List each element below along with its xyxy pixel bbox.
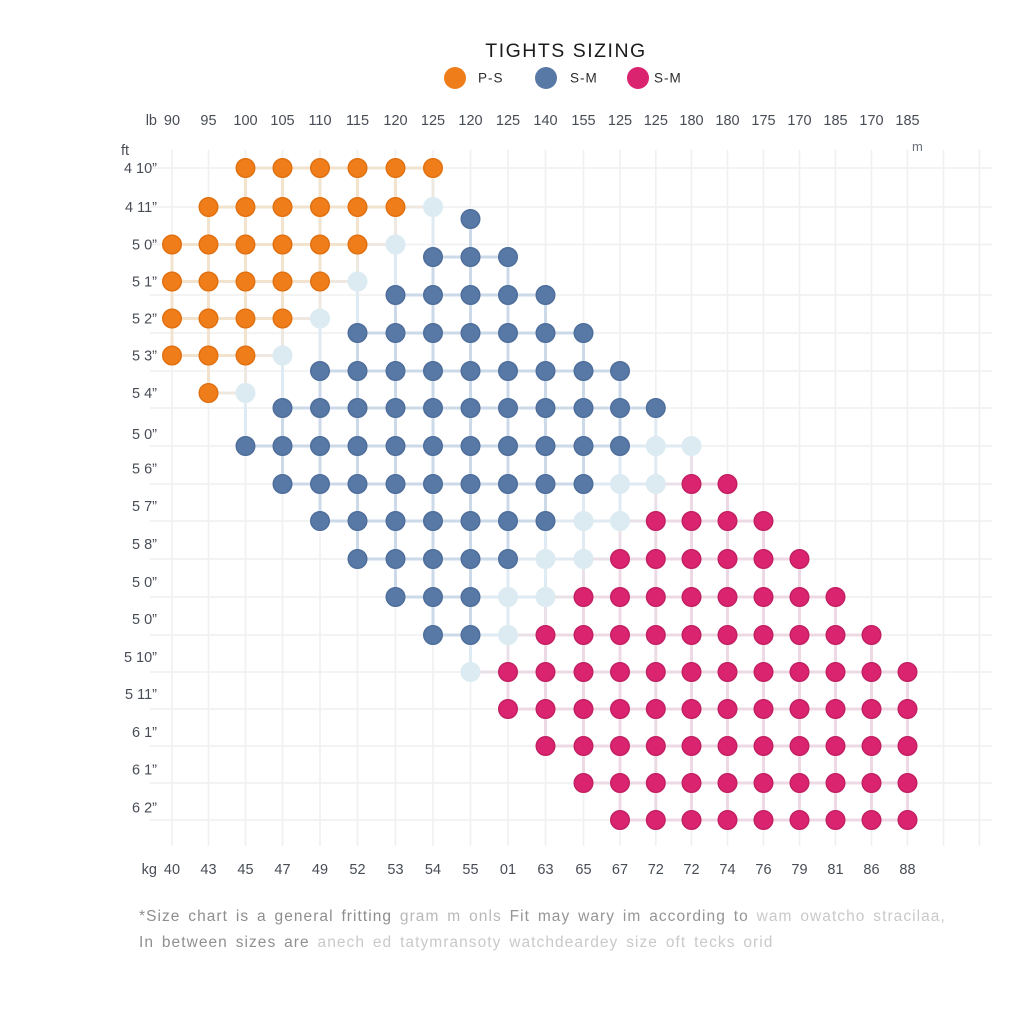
svg-text:180: 180 (715, 113, 739, 129)
svg-text:55: 55 (462, 862, 478, 878)
svg-text:185: 185 (823, 113, 847, 129)
svg-text:TIGHTS SIZING: TIGHTS SIZING (485, 40, 646, 62)
svg-text:88: 88 (899, 862, 915, 878)
svg-text:S-M: S-M (654, 71, 682, 86)
svg-text:140: 140 (533, 113, 557, 129)
svg-text:79: 79 (791, 862, 807, 878)
svg-text:170: 170 (787, 113, 811, 129)
svg-text:115: 115 (346, 113, 369, 129)
svg-text:72: 72 (648, 862, 664, 878)
svg-text:5 10”: 5 10” (124, 650, 157, 666)
svg-text:65: 65 (575, 862, 591, 878)
svg-text:5 2”: 5 2” (132, 312, 157, 328)
svg-text:120: 120 (383, 113, 407, 129)
svg-text:43: 43 (200, 862, 216, 878)
svg-text:*Size chart is a general fritt: *Size chart is a general fritting gram m… (139, 908, 946, 925)
svg-text:155: 155 (571, 113, 595, 129)
svg-text:01: 01 (500, 862, 516, 878)
svg-text:81: 81 (827, 862, 843, 878)
svg-text:5 0”: 5 0” (132, 575, 157, 591)
svg-text:74: 74 (719, 862, 735, 878)
svg-text:170: 170 (859, 113, 883, 129)
svg-text:180: 180 (679, 113, 703, 129)
svg-text:125: 125 (608, 113, 632, 129)
svg-text:72: 72 (683, 862, 699, 878)
svg-text:5 3”: 5 3” (132, 349, 157, 365)
svg-text:5 0”: 5 0” (132, 238, 157, 254)
svg-text:lb: lb (146, 113, 157, 129)
svg-text:63: 63 (537, 862, 553, 878)
svg-text:49: 49 (312, 862, 328, 878)
svg-text:54: 54 (425, 862, 441, 878)
svg-text:53: 53 (387, 862, 403, 878)
svg-text:67: 67 (612, 862, 628, 878)
svg-text:105: 105 (270, 113, 294, 129)
svg-text:4 10”: 4 10” (124, 161, 157, 177)
svg-text:6 1”: 6 1” (132, 725, 157, 741)
svg-text:86: 86 (863, 862, 879, 878)
svg-text:6 1”: 6 1” (132, 763, 157, 779)
svg-text:125: 125 (421, 113, 445, 129)
svg-text:45: 45 (237, 862, 253, 878)
svg-text:100: 100 (233, 113, 257, 129)
svg-text:95: 95 (200, 113, 216, 129)
svg-text:40: 40 (164, 862, 180, 878)
svg-text:6 2”: 6 2” (132, 801, 157, 817)
svg-text:5 0”: 5 0” (132, 427, 157, 443)
svg-text:110: 110 (308, 113, 331, 129)
svg-text:175: 175 (751, 113, 775, 129)
svg-text:m: m (912, 139, 923, 154)
svg-text:125: 125 (496, 113, 520, 129)
svg-text:5 0”: 5 0” (132, 612, 157, 628)
svg-text:5 7”: 5 7” (132, 499, 157, 515)
svg-text:In between sizes are anech ed: In between sizes are anech ed tatymranso… (139, 934, 773, 951)
svg-text:76: 76 (755, 862, 771, 878)
svg-text:47: 47 (274, 862, 290, 878)
svg-text:P-S: P-S (478, 71, 504, 86)
svg-text:5 1”: 5 1” (132, 275, 157, 291)
svg-text:5 8”: 5 8” (132, 537, 157, 553)
svg-text:52: 52 (349, 862, 365, 878)
svg-text:ft: ft (121, 143, 129, 159)
svg-text:S-M: S-M (570, 71, 598, 86)
svg-text:4 11”: 4 11” (125, 200, 157, 216)
svg-text:5 11”: 5 11” (125, 687, 157, 703)
svg-text:5 4”: 5 4” (132, 386, 157, 402)
svg-text:185: 185 (895, 113, 919, 129)
svg-text:5 6”: 5 6” (132, 462, 157, 478)
svg-text:90: 90 (164, 113, 180, 129)
svg-text:kg: kg (142, 862, 157, 878)
svg-text:120: 120 (458, 113, 482, 129)
svg-text:125: 125 (644, 113, 668, 129)
